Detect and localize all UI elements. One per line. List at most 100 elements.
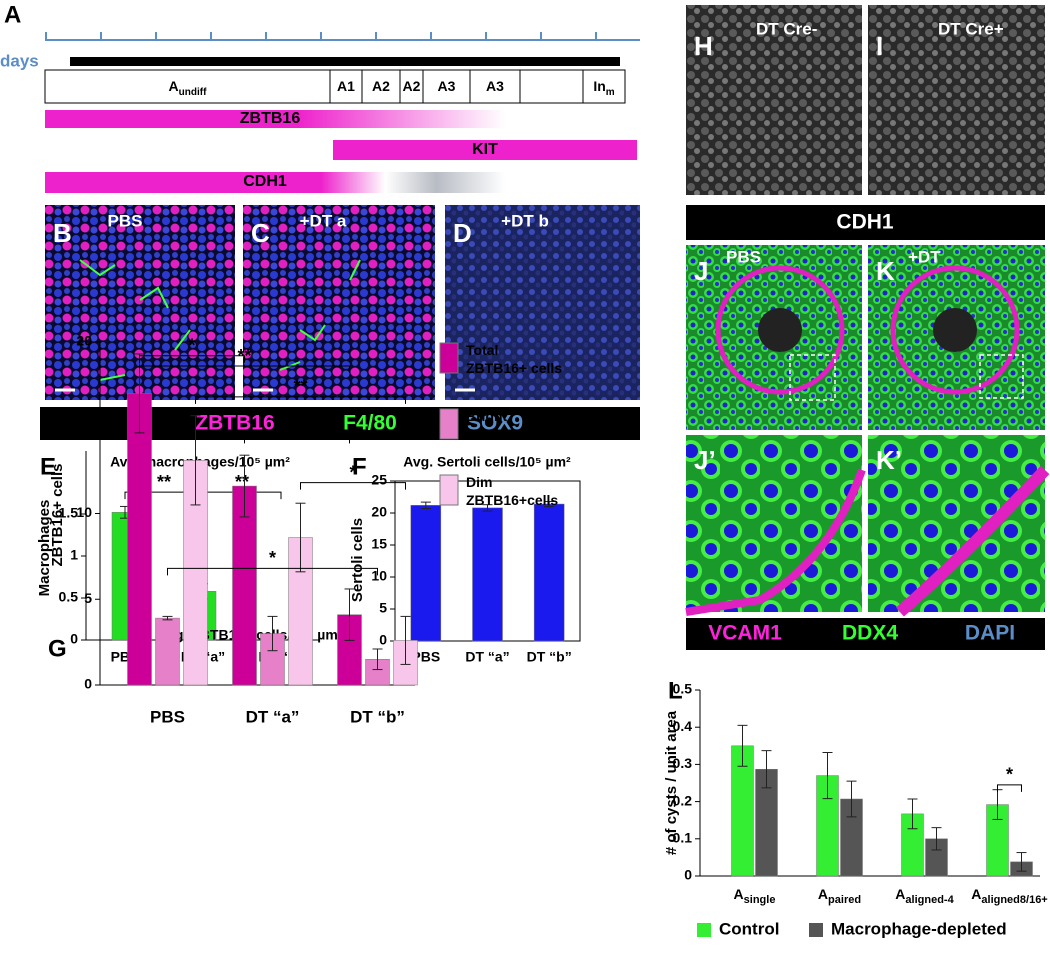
legend-line: Bright [466, 408, 508, 424]
bar [533, 503, 565, 642]
panel-letter: H [694, 31, 713, 61]
legend-swatch [439, 408, 459, 440]
legend-swatch [697, 923, 711, 937]
stain-label: DDX4 [842, 622, 898, 645]
significance-bracket [195, 396, 406, 404]
error-bar [1016, 852, 1027, 872]
stage-label: A2 [372, 78, 390, 94]
significance-label: * [269, 548, 276, 568]
error-bar [482, 504, 493, 512]
membrane [685, 468, 866, 616]
x-tick-label: Asingle [734, 886, 776, 906]
stage-label: A1 [337, 78, 355, 94]
error-bar [544, 500, 555, 508]
y-tick-label: 0.5 [59, 589, 79, 605]
y-tick-label: 1 [70, 547, 78, 563]
panel-letter: J [694, 256, 708, 286]
legend-line: ZBTB16+ cells [466, 426, 562, 442]
stain-legend-right [686, 618, 1045, 650]
y-tick-label: 20 [371, 504, 387, 520]
stage-box [582, 69, 626, 104]
legend-label: Macrophage-depleted [831, 919, 1007, 938]
stain-bar-cdh1 [686, 205, 1045, 240]
y-tick-label: 10 [371, 568, 387, 584]
panel-letter: E [40, 453, 56, 480]
stage-label-main: A3 [438, 78, 456, 94]
error-bar [239, 454, 250, 518]
panel-letter: C [251, 218, 270, 248]
bar [127, 393, 152, 686]
micrograph-c [243, 205, 435, 400]
significance-bracket [244, 435, 350, 444]
x-tick-label: Aaligned-4 [895, 886, 954, 906]
y-tick-label: 0 [70, 631, 78, 647]
panel-letter: L [668, 677, 683, 704]
significance-label: ** [237, 346, 251, 366]
stage-label-sub: m [606, 87, 615, 98]
stage-box [422, 69, 471, 104]
panel-letter: D [453, 218, 472, 248]
error-bar [737, 724, 748, 767]
y-tick-label: 0.4 [673, 718, 693, 734]
panel-label: +DT a [300, 211, 347, 230]
stain-label: CDH1 [836, 211, 893, 234]
significance-bracket [997, 784, 1022, 792]
legend-swatch [439, 474, 459, 506]
significance-label: * [293, 416, 300, 436]
stage-label: A3 [438, 78, 456, 94]
error-bar [295, 502, 306, 573]
error-bar [267, 615, 278, 652]
y-tick-label: 0.5 [673, 681, 693, 697]
panel-label: PBS [108, 211, 143, 230]
legend-line: ZBTB16+cells [466, 492, 558, 508]
legend-label: Total ZBTB16+ cells [466, 342, 562, 376]
stain-label: SOX9 [467, 412, 523, 435]
error-bar [822, 751, 833, 800]
x-tick-label-main: A [734, 886, 744, 902]
x-tick-label: Aaligned8/16+ [971, 886, 1047, 906]
tubule-outlines [715, 265, 1020, 395]
error-bar [907, 798, 918, 830]
stage-label-main: A1 [337, 78, 355, 94]
x-tick-label-sub: single [744, 894, 776, 906]
significance-label: * [188, 335, 195, 355]
error-bar [190, 415, 201, 506]
stain-label: DAPI [965, 622, 1015, 645]
legend-swatch [439, 342, 459, 374]
stage-box [329, 69, 363, 104]
x-tick-label: PBS [411, 649, 440, 665]
legend-line: Dim [466, 474, 492, 490]
x-tick-label-main: A [818, 886, 828, 902]
micrograph-d [445, 205, 640, 400]
stage-label: Inm [593, 78, 614, 98]
micrograph-k-prime [868, 435, 1045, 612]
error-bar [931, 827, 942, 851]
panel-label: DT Cre- [756, 19, 817, 38]
panel-label: +DT [908, 247, 941, 266]
chart-title: Avg. Sertoli cells/10⁵ µm² [403, 454, 571, 470]
x-tick-label: Apaired [818, 886, 861, 906]
x-tick-label-sub: paired [828, 894, 861, 906]
lumen [758, 308, 802, 352]
stage-label: A3 [486, 78, 504, 94]
x-tick-label: PBS [150, 707, 185, 726]
micrograph-i [868, 5, 1045, 195]
legend-line: Total [466, 342, 498, 358]
inset-box [979, 354, 1024, 399]
legend-label: Control [719, 919, 779, 938]
stage-label-main: A [169, 78, 179, 94]
bar [232, 485, 257, 686]
cdh1-bar [45, 172, 505, 193]
y-tick-label: 5 [379, 600, 387, 616]
significance-bracket [167, 567, 378, 576]
kit-bar [333, 140, 637, 160]
legend-swatch [809, 923, 823, 937]
x-tick-label: DT “a” [246, 707, 300, 726]
y-axis-label: Sertoli cells [349, 518, 366, 602]
treatment-bar [70, 57, 620, 66]
micrograph-h [686, 5, 862, 195]
marker-label: ZBTB16 [240, 110, 301, 127]
legend-label: Dim ZBTB16+cells [466, 474, 558, 508]
